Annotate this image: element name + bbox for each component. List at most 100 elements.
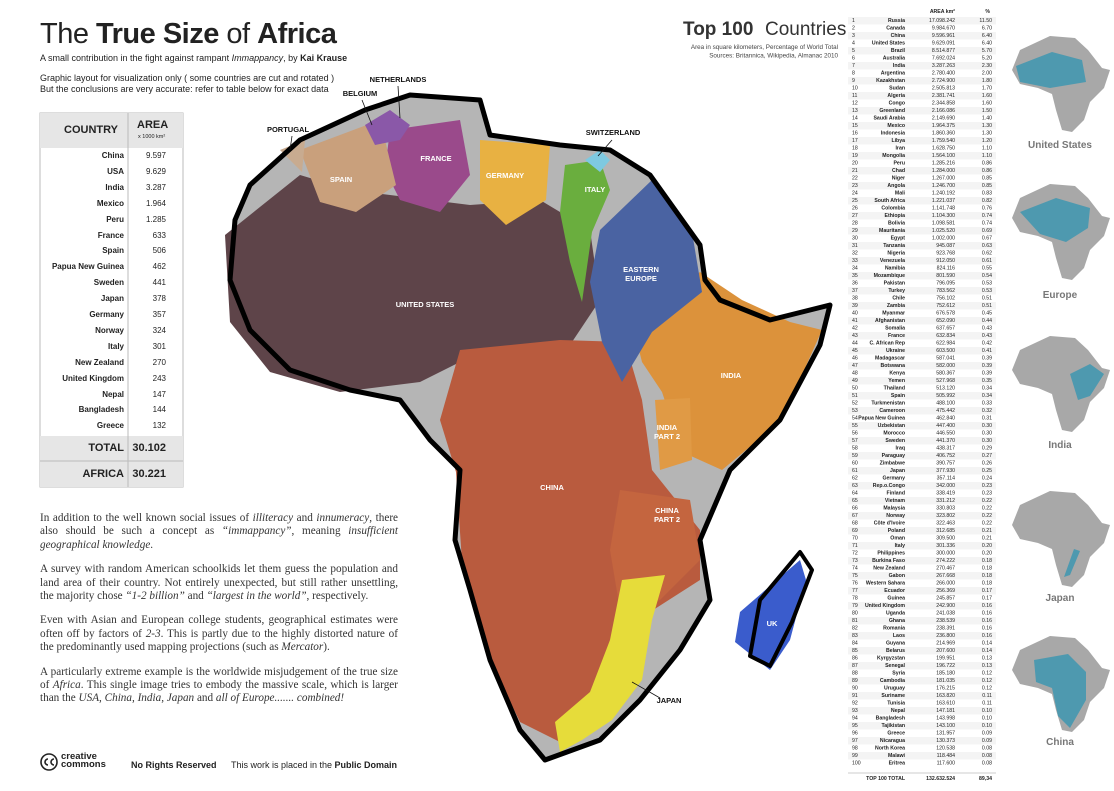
table-cell: 5 <box>852 48 855 54</box>
table-cell: 40 <box>852 311 858 317</box>
thumb-label: Europe <box>1043 290 1078 301</box>
table-cell: 181.035 <box>936 678 955 684</box>
table-cell: 34 <box>852 266 858 272</box>
text-run: Africa <box>52 679 81 692</box>
table-cell: 20 <box>852 161 858 167</box>
row-band <box>848 707 996 715</box>
table-cell: 0.14 <box>982 641 992 647</box>
table-cell: 5.70 <box>982 48 992 54</box>
table-cell: 513.120 <box>936 386 955 392</box>
table-cell: 143.100 <box>936 723 955 729</box>
table-cell: 0.74 <box>982 213 992 219</box>
row-band <box>848 482 996 490</box>
table-cell: 54 <box>852 416 858 422</box>
table-cell: 1.964 <box>145 198 166 208</box>
table-cell: 462.840 <box>936 416 955 422</box>
table-cell: 50 <box>852 386 858 392</box>
table-cell: United Kingdom <box>865 603 905 609</box>
table-cell: 49 <box>852 378 858 384</box>
table-cell: 67 <box>852 513 858 519</box>
table-cell: 2.505.813 <box>932 86 955 92</box>
table-cell: Germany <box>89 310 124 319</box>
table-cell: 1.246.700 <box>932 183 955 189</box>
table-cell: Botswana <box>880 363 905 369</box>
map-label: INDIA <box>657 423 678 432</box>
table-cell: 441 <box>152 278 166 288</box>
table-cell: 0.21 <box>982 536 992 542</box>
table-cell: 1.20 <box>982 138 992 144</box>
table-cell: 68 <box>852 521 858 527</box>
table-cell: 9.629.091 <box>932 41 955 47</box>
thumb-map <box>1012 36 1110 132</box>
table-cell: 309.500 <box>936 536 955 542</box>
table-cell: Guinea <box>887 596 905 602</box>
subtitle-part: A small contribution in the fight agains… <box>40 53 232 63</box>
row-band <box>848 722 996 730</box>
table-cell: Venezuela <box>880 258 905 264</box>
table-cell: Turkmenistan <box>871 401 905 407</box>
table-cell: Mexico <box>96 198 124 208</box>
country-shape <box>225 175 600 392</box>
row-band <box>848 662 996 670</box>
table-cell: 13 <box>852 108 858 114</box>
table-cell: 0.13 <box>982 656 992 662</box>
country-shape <box>585 150 610 172</box>
table-cell: 1.70 <box>982 86 992 92</box>
map-label: EASTERN <box>623 265 659 274</box>
table-cell: 84 <box>852 641 858 647</box>
table-cell: 89 <box>852 678 858 684</box>
table-cell: Suriname <box>881 693 905 699</box>
table-cell: 4 <box>852 41 855 47</box>
table-cell: 9 <box>852 78 855 84</box>
table-cell: 603.500 <box>936 348 955 354</box>
table-cell: Namibia <box>885 266 905 272</box>
table-cell: 632.834 <box>936 333 955 339</box>
table-cell: 163.820 <box>936 693 955 699</box>
table-cell: India <box>105 182 124 192</box>
text-run: illiteracy <box>252 512 294 524</box>
table-cell: Sudan <box>889 86 905 92</box>
row-band <box>848 347 996 355</box>
cc-word: commons <box>61 759 106 770</box>
table-cell: Colombia <box>881 206 905 212</box>
table-cell: Uzbekistan <box>878 423 905 429</box>
country-shape <box>590 180 702 382</box>
table-cell: Bolivia <box>888 221 905 227</box>
table-cell: 0.09 <box>982 731 992 737</box>
table-cell: 1.221.037 <box>932 198 955 204</box>
table-cell: 266.000 <box>936 581 955 587</box>
table-cell: Belarus <box>886 648 905 654</box>
table-cell: 73 <box>852 558 858 564</box>
table-cell: Ukraine <box>886 348 905 354</box>
table-cell: 16 <box>852 131 858 137</box>
table-cell: 274.222 <box>936 558 955 564</box>
table-cell: 312.685 <box>936 528 955 534</box>
text-run: USA, China, India, Japan <box>78 692 195 705</box>
table-cell: 0.18 <box>982 566 992 572</box>
left-table-frame <box>39 112 184 488</box>
table-cell: 86 <box>852 656 858 662</box>
table-cell: Papua New Guinea <box>858 416 905 422</box>
table-cell: 0.09 <box>982 738 992 744</box>
table-cell: 0.85 <box>982 176 992 182</box>
text-run: . This is partly due to the highly disto… <box>40 627 398 654</box>
table-cell: Turkey <box>888 288 905 294</box>
title-part: of <box>218 18 258 50</box>
table-cell: 1.267.000 <box>932 176 955 182</box>
table-cell: 0.76 <box>982 206 992 212</box>
madagascar-outline <box>748 550 814 668</box>
text-run: and <box>293 512 317 524</box>
table-cell: 505.992 <box>936 393 955 399</box>
text-run: innumeracy <box>316 512 370 524</box>
table-cell: 71 <box>852 543 858 549</box>
table-cell: 0.22 <box>982 498 992 504</box>
table-cell: 56 <box>852 431 858 437</box>
table-cell: 17.098.242 <box>929 18 955 24</box>
top100-title: Countries <box>765 19 846 40</box>
table-cell: 2.166.086 <box>932 108 955 114</box>
row-band <box>848 332 996 340</box>
text-run: Mercator <box>281 641 324 654</box>
text-run: . <box>150 538 154 551</box>
text-run: , there also should be such a concept as <box>40 512 399 538</box>
table-cell: Morocco <box>883 431 905 437</box>
